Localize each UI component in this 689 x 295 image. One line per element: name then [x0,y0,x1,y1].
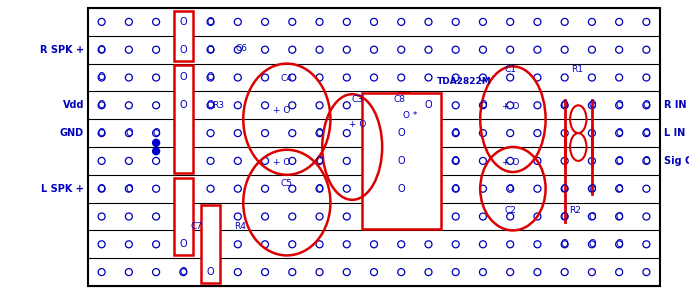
Text: C1: C1 [504,65,516,74]
Text: L SPK +: L SPK + [41,184,84,194]
Text: O: O [643,100,650,110]
Text: + O: + O [502,158,519,167]
Text: O: O [316,128,323,138]
Text: O: O [125,128,133,138]
Text: O: O [152,128,160,138]
Text: O: O [588,184,596,194]
Text: O: O [316,156,323,166]
Text: C7: C7 [190,222,202,231]
Text: O: O [561,184,568,194]
Text: O: O [615,156,623,166]
Text: C5: C5 [281,179,293,188]
Text: O: O [207,45,214,55]
Text: O: O [207,267,214,277]
Text: C2: C2 [504,206,516,215]
Text: O: O [615,184,623,194]
Text: O: O [398,156,405,166]
Text: O: O [207,73,214,83]
Text: R4: R4 [234,222,245,231]
Circle shape [152,139,160,146]
Text: O: O [452,156,460,166]
Text: O: O [398,128,405,138]
Text: O *: O * [402,111,417,119]
Bar [88,8,660,286]
Text: C6: C6 [235,44,247,53]
Text: O: O [643,156,650,166]
Text: R2: R2 [570,206,582,215]
Text: O: O [561,212,568,222]
Text: Vdd: Vdd [63,100,84,110]
Text: C4: C4 [281,74,293,83]
Text: + O: + O [273,106,290,115]
Bar [174,65,193,173]
Circle shape [152,148,160,155]
Bar [201,205,220,283]
Text: O: O [98,100,105,110]
Text: C3: C3 [351,95,364,104]
Text: R3: R3 [212,101,224,110]
Text: O: O [180,45,187,55]
Text: O: O [615,212,623,222]
Text: R SPK +: R SPK + [40,45,84,55]
Text: O: O [588,100,596,110]
Text: O: O [643,128,650,138]
Text: O: O [424,100,432,110]
Text: O: O [615,128,623,138]
Text: Sig GND: Sig GND [664,156,689,166]
Text: O: O [561,239,568,249]
Text: R IN: R IN [664,100,686,110]
Text: L IN: L IN [664,128,686,138]
Text: O: O [98,184,105,194]
Text: O: O [561,100,568,110]
Text: O: O [180,100,187,110]
Bar [362,93,441,229]
Text: GND: GND [60,128,84,138]
Text: O: O [479,100,486,110]
Bar [174,178,193,255]
Text: O: O [452,184,460,194]
Text: O: O [588,212,596,222]
Text: O: O [125,184,133,194]
Text: TDA2822M: TDA2822M [437,77,491,86]
Text: O: O [98,45,105,55]
Text: O: O [180,17,187,27]
Text: R1: R1 [571,65,583,74]
Text: O: O [98,73,105,83]
Text: O: O [506,184,514,193]
Text: + O: + O [273,158,290,167]
Text: O: O [398,184,405,194]
Text: O: O [98,128,105,138]
Text: O: O [316,184,323,194]
Text: O: O [180,239,187,249]
Text: O: O [615,239,623,249]
Text: + O: + O [349,120,367,129]
Text: O: O [615,100,623,110]
Text: O: O [588,239,596,249]
Text: O: O [180,267,187,277]
Bar [174,11,193,61]
Text: O: O [452,128,460,138]
Bar [399,93,409,201]
Text: O: O [207,17,214,27]
Text: + O: + O [502,102,519,111]
Text: C8: C8 [393,95,405,104]
Text: O: O [207,100,214,110]
Text: O: O [180,73,187,83]
